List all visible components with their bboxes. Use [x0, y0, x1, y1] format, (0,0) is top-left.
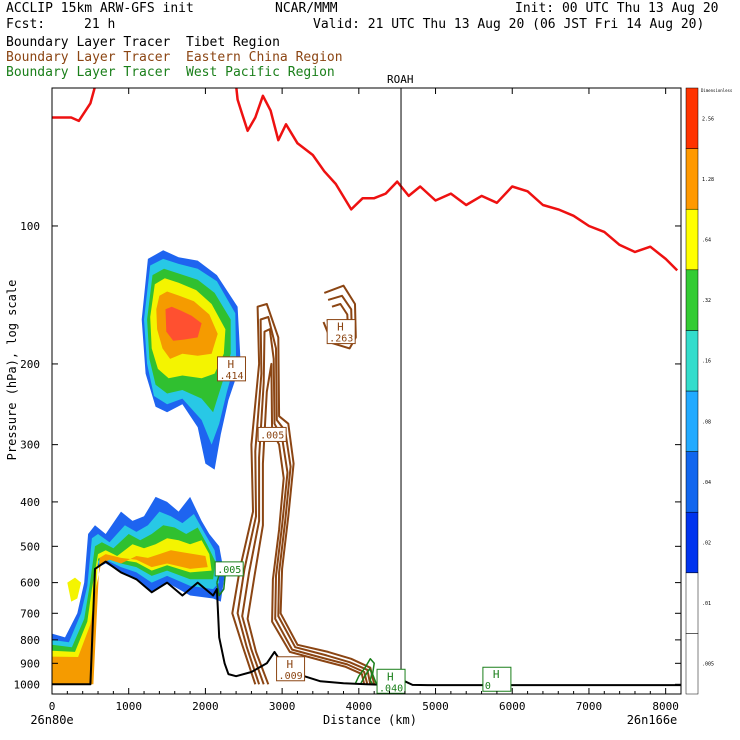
legend-eastern-china: Boundary Layer Tracer Eastern China Regi…: [6, 50, 343, 65]
fill-lower-yellow-patch: [67, 577, 82, 602]
colorbar-segment-3: [685, 511, 699, 574]
forecast-label: Fcst:: [6, 17, 46, 32]
forecast-hour: 21 h: [84, 17, 116, 32]
x-tick-label-7000: 7000: [576, 700, 603, 713]
colorbar-level-label-1: .005: [702, 662, 714, 668]
colorbar-segment-10: [685, 87, 699, 149]
y-tick-label-700: 700: [20, 607, 40, 620]
china-contour-3: [241, 328, 369, 685]
y-tick-label-300: 300: [20, 439, 40, 452]
marker-label: ROAH: [387, 73, 414, 86]
china-contour-4: [246, 362, 366, 685]
legend-tibet: Boundary Layer Tracer Tibet Region: [6, 35, 280, 50]
y-tick-label-100: 100: [20, 220, 40, 233]
x-tick-label-5000: 5000: [422, 700, 449, 713]
colorbar-level-label-3: .02: [702, 541, 711, 547]
pacific-contour-1: [354, 658, 378, 685]
colorbar-title: Dimensionless: [701, 88, 733, 93]
colorbar-level-label-9: 1.28: [702, 177, 714, 183]
x-axis-label: Distance (km): [323, 713, 417, 727]
contour-label-value-7: 0: [485, 681, 491, 692]
contour-label-box-6: [376, 668, 406, 694]
contour-label-value-4: .005: [217, 565, 241, 576]
contour-label-value-3: .005: [260, 430, 284, 441]
x-tick-label-8000: 8000: [652, 700, 679, 713]
left-endpoint-label: 26n80e: [30, 713, 73, 727]
y-axis-label: Pressure (hPa), log scale: [5, 280, 19, 461]
china-contour-1: [231, 303, 376, 685]
colorbar-segment-7: [685, 269, 699, 331]
y-tick-label-200: 200: [20, 358, 40, 371]
colorbar-level-label-8: .64: [702, 238, 711, 244]
colorbar: .005 .01 .02 .04 .08 .16 .32 .64 1.28 2.56 Dimensi…: [685, 87, 733, 695]
colorbar-segment-2: [685, 572, 699, 634]
colorbar-segment-6: [685, 330, 699, 392]
colorbar-segment-8: [685, 208, 699, 271]
contour-label-kind-1: H: [337, 321, 344, 334]
china-contour-2: [236, 316, 372, 685]
y-tick-label-800: 800: [20, 634, 40, 647]
contour-label-box-4: [214, 561, 244, 577]
tibet-tracer-fill: [52, 250, 241, 685]
colorbar-segment-5: [685, 390, 699, 452]
contour-label-box-1: [326, 319, 356, 345]
contour-label-kind-6: H: [387, 670, 394, 683]
colorbar-level-label-5: .08: [702, 419, 711, 425]
contour-label-box-3: [257, 426, 287, 442]
colorbar-level-label-6: .16: [702, 359, 711, 365]
colorbar-segment-4: [685, 451, 699, 513]
x-tick-label-0: 0: [49, 700, 56, 713]
colorbar-level-label-2: .01: [702, 601, 711, 607]
contour-label-kind-7: H: [493, 668, 500, 681]
contour-label-value-1: .263: [329, 334, 353, 345]
right-endpoint-label: 26n166e: [627, 713, 678, 727]
y-tick-label-500: 500: [20, 540, 40, 553]
contour-label-value-5: .009: [279, 671, 303, 682]
contour-label-kind-2: H: [227, 358, 234, 371]
fill-upper-red: [165, 306, 202, 341]
x-tick-label-2000: 2000: [192, 700, 219, 713]
model-title: ACCLIP 15km ARW-GFS init: [6, 1, 194, 16]
tropopause-line: [52, 88, 679, 272]
pacific-contour-2: [359, 668, 374, 685]
eastern-china-contours: [231, 284, 376, 685]
y-tick-label-900: 900: [20, 657, 40, 670]
contour-label-kind-5: H: [287, 658, 294, 671]
contour-label-box-2: [216, 356, 246, 382]
y-tick-label-600: 600: [20, 577, 40, 590]
colorbar-level-label-4: .04: [702, 480, 711, 486]
x-tick-label-4000: 4000: [346, 700, 373, 713]
contour-label-box-5: [276, 656, 306, 682]
x-tick-label-6000: 6000: [499, 700, 526, 713]
colorbar-segment-9: [685, 148, 699, 210]
colorbar-level-label-7: .32: [702, 298, 711, 304]
init-time: Init: 00 UTC Thu 13 Aug 20: [515, 1, 719, 16]
x-tick-label-3000: 3000: [269, 700, 296, 713]
y-tick-label-400: 400: [20, 496, 40, 509]
legend-west-pacific: Boundary Layer Tracer West Pacific Regio…: [6, 65, 335, 80]
colorbar-level-label-10: 2.56: [702, 116, 714, 122]
contour-label-value-6: .040: [379, 683, 403, 694]
x-tick-label-1000: 1000: [115, 700, 142, 713]
valid-time: Valid: 21 UTC Thu 13 Aug 20 (06 JST Fri …: [313, 17, 705, 32]
colorbar-segment-1: [685, 633, 699, 695]
org-label: NCAR/MMM: [275, 1, 338, 16]
y-tick-label-1000: 1000: [14, 678, 41, 691]
plot-frame: [51, 87, 682, 695]
contour-label-value-2: .414: [219, 371, 243, 382]
